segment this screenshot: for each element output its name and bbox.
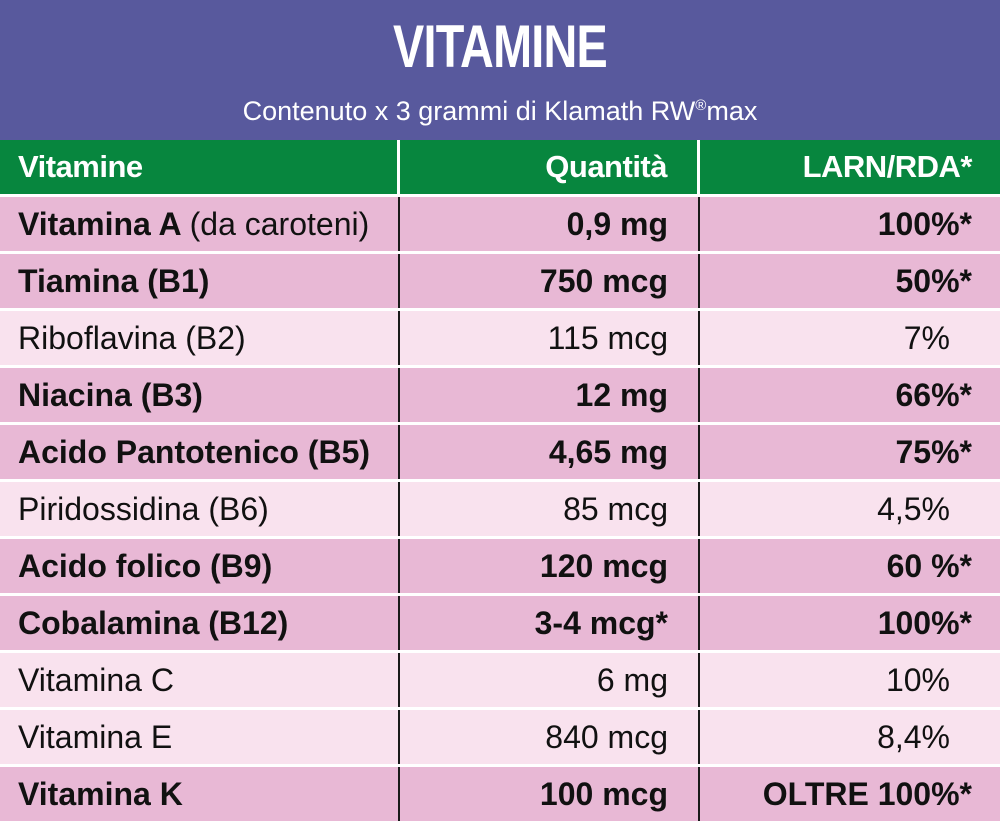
larn-cell: 66%* xyxy=(895,376,973,413)
vitamin-name: Cobalamina (B12) xyxy=(18,604,289,641)
vitamin-name: Vitamina C xyxy=(18,661,174,698)
vitamin-name-cell: Riboflavina (B2) xyxy=(0,311,400,365)
larn-cell: 8,4% xyxy=(877,718,950,755)
quantity-cell: 12 mg xyxy=(400,368,700,422)
larn-cell: 100%* xyxy=(877,205,972,242)
registered-mark: ® xyxy=(695,97,707,114)
table-row: Vitamina K 100 mcg OLTRE 100%* xyxy=(0,767,1000,824)
vitamin-name-cell: Vitamina A (da caroteni) xyxy=(0,197,400,251)
vitamin-name-cell: Cobalamina (B12) xyxy=(0,596,400,650)
quantity-cell: 840 mcg xyxy=(400,710,700,764)
column-header-larn: LARN/RDA* xyxy=(802,149,973,184)
quantity-cell: 120 mcg xyxy=(400,539,700,593)
vitamin-name: Tiamina (B1) xyxy=(18,262,210,299)
vitamin-name: Piridossidina (B6) xyxy=(18,490,269,527)
larn-cell: OLTRE 100%* xyxy=(762,775,972,812)
subtitle-text: Contenuto x 3 grammi di Klamath RW xyxy=(242,96,696,126)
vitamin-name-cell: Vitamina E xyxy=(0,710,400,764)
vitamin-name: Acido folico (B9) xyxy=(18,547,273,584)
table-row: Acido Pantotenico (B5) 4,65 mg 75%* xyxy=(0,425,1000,482)
table-row: Vitamina C 6 mg 10% xyxy=(0,653,1000,710)
vitamin-table: Vitamine Quantità LARN/RDA* Vitamina A (d… xyxy=(0,140,1000,824)
vitamin-name: Vitamina K xyxy=(18,775,183,812)
table-header-row: Vitamine Quantità LARN/RDA* xyxy=(0,140,1000,197)
vitamin-note: (da caroteni) xyxy=(189,205,370,242)
table-row: Cobalamina (B12) 3-4 mcg* 100%* xyxy=(0,596,1000,653)
table-row: Vitamina E 840 mcg 8,4% xyxy=(0,710,1000,767)
vitamin-name-cell: Vitamina K xyxy=(0,767,400,821)
larn-cell: 4,5% xyxy=(877,490,950,527)
subtitle-suffix: max xyxy=(706,96,758,126)
vitamin-name-cell: Tiamina (B1) xyxy=(0,254,400,308)
vitamin-name: Vitamina E xyxy=(18,718,173,755)
larn-cell: 75%* xyxy=(895,433,973,470)
panel-title: VITAMINE xyxy=(393,13,608,80)
quantity-cell: 6 mg xyxy=(400,653,700,707)
table-row: Piridossidina (B6) 85 mcg 4,5% xyxy=(0,482,1000,539)
larn-cell: 7% xyxy=(903,319,950,356)
panel-header: VITAMINE Contenuto x 3 grammi di Klamath… xyxy=(0,0,1000,140)
larn-cell: 10% xyxy=(885,661,950,698)
quantity-cell: 3-4 mcg* xyxy=(400,596,700,650)
vitamin-name-cell: Niacina (B3) xyxy=(0,368,400,422)
larn-cell: 100%* xyxy=(877,604,972,641)
vitamin-name: Riboflavina (B2) xyxy=(18,319,246,356)
vitamin-name-cell: Vitamina C xyxy=(0,653,400,707)
vitamin-name: Acido Pantotenico (B5) xyxy=(18,433,371,470)
larn-cell: 60 %* xyxy=(886,547,972,584)
table-body: Vitamina A (da caroteni) 0,9 mg 100%* Tiamin… xyxy=(0,197,1000,824)
vitamin-name-cell: Piridossidina (B6) xyxy=(0,482,400,536)
vitamin-name: Vitamina A xyxy=(18,205,182,242)
quantity-cell: 4,65 mg xyxy=(400,425,700,479)
table-row: Tiamina (B1) 750 mcg 50%* xyxy=(0,254,1000,311)
table-row: Riboflavina (B2) 115 mcg 7% xyxy=(0,311,1000,368)
quantity-cell: 115 mcg xyxy=(400,311,700,365)
table-row: Acido folico (B9) 120 mcg 60 %* xyxy=(0,539,1000,596)
quantity-cell: 100 mcg xyxy=(400,767,700,821)
larn-cell: 50%* xyxy=(895,262,973,299)
vitamin-name: Niacina (B3) xyxy=(18,376,203,413)
table-row: Vitamina A (da caroteni) 0,9 mg 100%* xyxy=(0,197,1000,254)
quantity-cell: 0,9 mg xyxy=(400,197,700,251)
vitamin-name-cell: Acido folico (B9) xyxy=(0,539,400,593)
quantity-cell: 750 mcg xyxy=(400,254,700,308)
vitamin-name-cell: Acido Pantotenico (B5) xyxy=(0,425,400,479)
column-header-quantita: Quantità xyxy=(400,140,700,194)
quantity-cell: 85 mcg xyxy=(400,482,700,536)
panel-subtitle: Contenuto x 3 grammi di Klamath RW®max xyxy=(0,88,1000,129)
column-header-vitamine: Vitamine xyxy=(0,140,400,194)
table-row: Niacina (B3) 12 mg 66%* xyxy=(0,368,1000,425)
